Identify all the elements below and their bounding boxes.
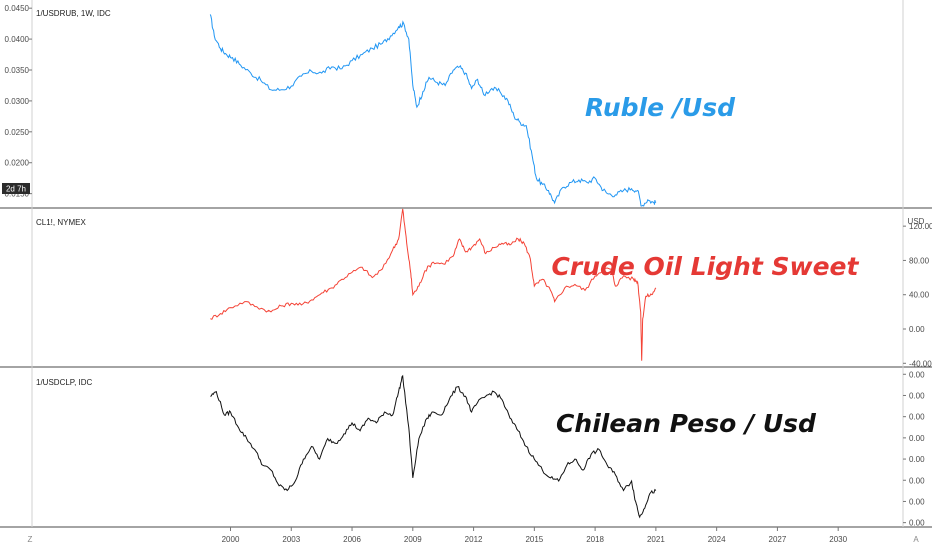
auto-scale-a[interactable]: A [913,535,919,544]
y-tick-label: 0.00 [909,370,925,379]
y-tick-label: 0.00 [909,455,925,464]
y-tick-label: 0.0200 [5,159,30,168]
y-tick-label: 0.0350 [5,66,30,75]
time-axis[interactable]: 2000 2003 2006 2009 2012 2015 2018 2021 2024 2027… [222,527,848,544]
x-tick-label: 2021 [647,535,665,544]
x-tick-label: 2018 [586,535,604,544]
y-tick-label: 0.0450 [5,4,30,13]
pane-crude-oil[interactable]: 120.00 80.00 40.00 0.00 -40.00 CL1!, NYMEX C… [36,208,932,368]
y-tick-label: 0.00 [909,325,925,334]
series-line-ruble [209,14,657,207]
y-tick-label: 0.0400 [5,35,30,44]
x-tick-label: 2027 [769,535,787,544]
y-tick-label: 0.00 [909,391,925,400]
y-tick-label: 0.0250 [5,128,30,137]
y-tick-label: 0.00 [909,434,925,443]
series-line-crude-oil [210,208,657,361]
annotation-crude-oil: Crude Oil Light Sweet [552,252,860,281]
y-tick-label: 0.0150 [5,190,30,199]
x-tick-label: 2024 [708,535,726,544]
unit-label-usd: USD [908,217,925,226]
y-tick-label: 0.00 [909,519,925,528]
countdown-badge [2,183,30,194]
y-tick-label: 0.0300 [5,97,30,106]
symbol-label-ruble: 1/USDRUB, 1W, IDC [36,9,111,18]
symbol-label-crude-oil: CL1!, NYMEX [36,218,86,227]
pane-chilean-peso[interactable]: 0.00 0.00 0.00 0.00 0.00 0.00 0.00 0.00 1/USDCL… [36,370,925,527]
y-tick-label: 0.00 [909,497,925,506]
y-tick-label: 0.00 [909,476,925,485]
x-tick-label: 2000 [222,535,240,544]
y-tick-label: -40.00 [909,359,932,368]
annotation-chilean-peso: Chilean Peso / Usd [556,409,817,438]
y-tick-label: 80.00 [909,256,930,265]
price-scale-left[interactable]: 0.0450 0.0400 0.0350 0.0300 0.0250 0.0200 0.01… [5,4,32,199]
scale-mode-z[interactable]: Z [28,535,33,544]
price-scale-right[interactable]: 0.00 0.00 0.00 0.00 0.00 0.00 0.00 0.00 [903,370,925,528]
x-tick-label: 2003 [282,535,300,544]
price-scale-right[interactable]: 120.00 80.00 40.00 0.00 -40.00 [903,222,932,368]
x-tick-label: 2030 [829,535,847,544]
x-tick-label: 2015 [525,535,543,544]
annotation-ruble: Ruble /Usd [585,93,736,122]
x-tick-label: 2006 [343,535,361,544]
symbol-label-chilean-peso: 1/USDCLP, IDC [36,378,93,387]
countdown-badge-text: 2d 7h [6,185,26,194]
x-tick-label: 2009 [404,535,422,544]
y-tick-label: 0.00 [909,413,925,422]
x-tick-label: 2012 [465,535,483,544]
y-tick-label: 40.00 [909,291,930,300]
y-tick-label: 120.00 [909,222,932,231]
series-line-chilean-peso [210,374,657,519]
pane-ruble[interactable]: 0.0450 0.0400 0.0350 0.0300 0.0250 0.0200 0.01… [2,4,736,207]
